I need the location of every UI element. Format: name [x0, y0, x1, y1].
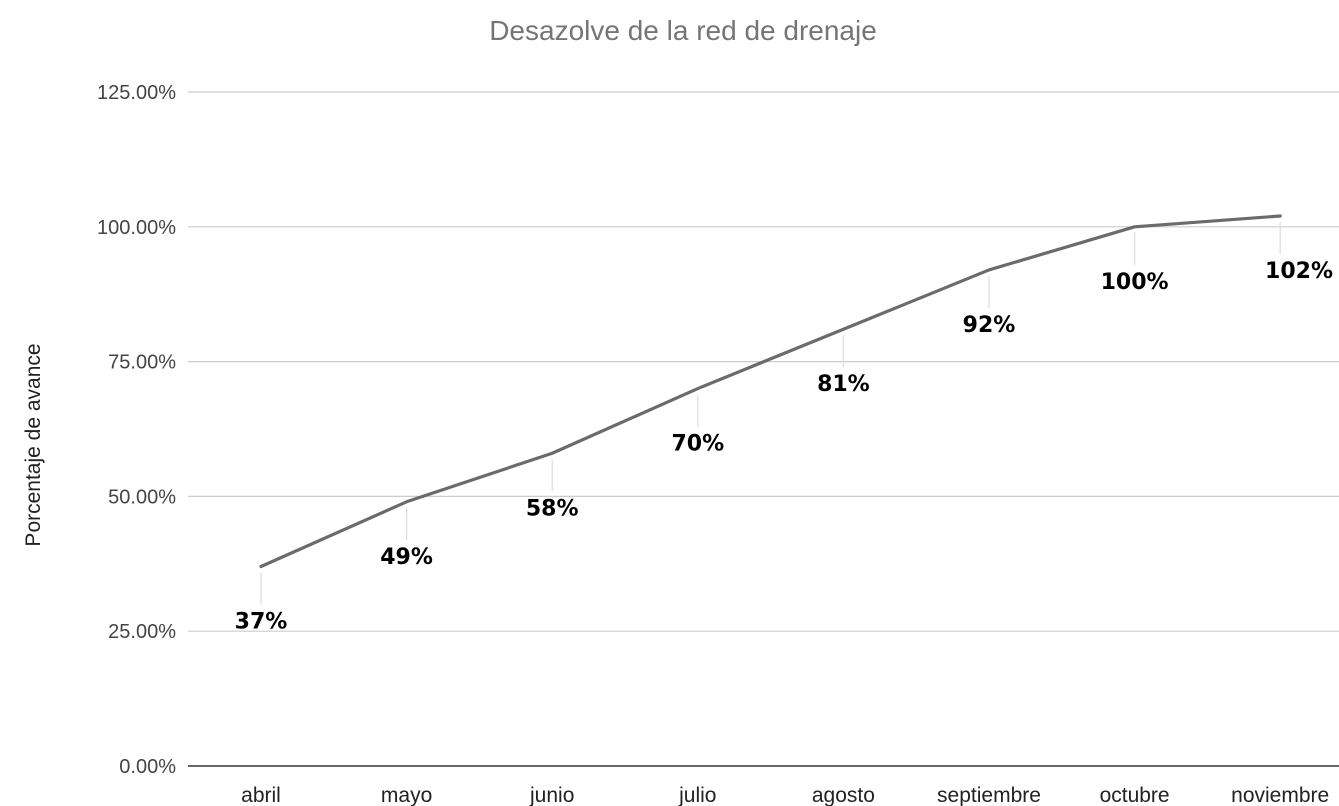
y-axis-label: Porcentaje de avance [22, 343, 45, 546]
x-tick-label: octubre [1100, 784, 1170, 806]
data-label: 102% [1265, 259, 1333, 284]
x-tick-label: abril [241, 784, 281, 806]
data-label: 92% [963, 313, 1016, 338]
x-tick-label: agosto [812, 784, 875, 806]
data-label: 49% [380, 545, 433, 570]
x-tick-label: junio [529, 784, 574, 806]
x-tick-label: septiembre [937, 784, 1041, 806]
y-tick-label: 50.00% [108, 486, 176, 508]
x-tick-label: julio [678, 784, 716, 806]
data-label: 37% [235, 609, 288, 634]
x-axis-ticks: abril mayo junio julio agosto septiembre octub… [241, 784, 1329, 806]
y-tick-label: 75.00% [108, 352, 176, 374]
y-tick-label: 100.00% [97, 217, 176, 239]
data-label: 70% [671, 432, 724, 457]
y-tick-label: 25.00% [108, 621, 176, 643]
data-labels: 37% 49% 58% 70% 81% 92% 100% 102% [235, 259, 1333, 634]
x-tick-label: noviembre [1231, 784, 1329, 806]
data-label: 100% [1101, 270, 1169, 295]
y-axis-ticks: 0.00% 25.00% 50.00% 75.00% 100.00% 125.00% [97, 82, 176, 778]
chart-title: Desazolve de la red de drenaje [489, 15, 877, 46]
data-label-leaders [260, 222, 1281, 605]
series-lines [259, 214, 1282, 569]
data-label: 58% [526, 496, 579, 521]
y-tick-label: 125.00% [97, 82, 176, 104]
data-label: 81% [817, 372, 870, 397]
y-tick-label: 0.00% [119, 756, 176, 778]
series-line [259, 214, 1282, 569]
x-tick-label: mayo [381, 784, 432, 806]
